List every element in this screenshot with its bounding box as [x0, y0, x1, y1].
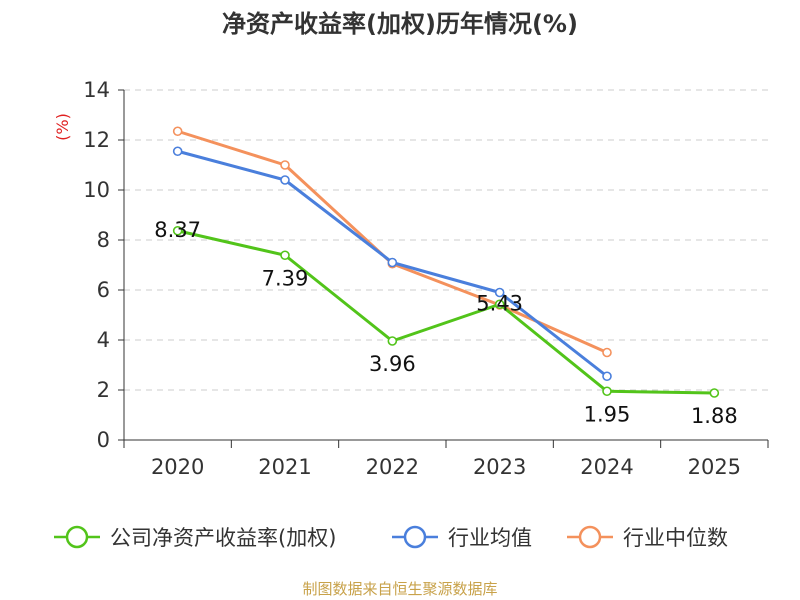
data-point[interactable]	[387, 257, 398, 268]
data-label: 1.88	[691, 404, 738, 428]
legend-swatch-marker	[65, 525, 89, 549]
data-point[interactable]	[172, 225, 183, 236]
data-labels: 8.37 7.39 3.96 5.43 1.95 1.88	[154, 218, 737, 428]
data-point[interactable]	[172, 126, 183, 137]
data-point[interactable]	[494, 287, 505, 298]
legend-label[interactable]: 公司净资产收益率(加权)	[110, 526, 336, 550]
axes: 0 2 4 6 8 10 12 14 2020 2021 2022 2023 2024 2025	[83, 78, 769, 479]
y-tick-label: 10	[83, 178, 110, 202]
data-point[interactable]	[709, 388, 720, 398]
data-label: 1.95	[584, 402, 631, 426]
x-tick-label: 2023	[473, 455, 526, 479]
legend-swatch-marker	[578, 525, 602, 549]
series-line-2	[177, 129, 608, 354]
gridlines	[124, 89, 768, 391]
data-point[interactable]	[494, 299, 505, 310]
data-point[interactable]	[172, 146, 183, 157]
y-tick-label: 4	[97, 328, 110, 352]
y-axis-unit: (%)	[53, 113, 72, 141]
data-point[interactable]	[280, 175, 290, 185]
data-label: 3.96	[369, 352, 416, 376]
data-point[interactable]	[602, 386, 612, 397]
y-tick-label: 14	[83, 78, 110, 102]
y-tick-label: 2	[97, 378, 110, 402]
data-label: 5.43	[476, 291, 523, 315]
legend-swatch-marker	[403, 525, 427, 549]
data-source-note: 制图数据来自恒生聚源数据库	[302, 580, 497, 598]
legend: 公司净资产收益率(加权) 行业均值 行业中位数	[54, 525, 728, 550]
chart-title: 净资产收益率(加权)历年情况(%)	[222, 10, 578, 38]
x-tick-label: 2020	[151, 455, 204, 479]
legend-label[interactable]: 行业均值	[448, 526, 532, 550]
data-point[interactable]	[602, 371, 612, 382]
x-tick-label: 2025	[688, 455, 741, 479]
data-point[interactable]	[280, 250, 290, 261]
x-tick-label: 2021	[258, 455, 311, 479]
data-point[interactable]	[602, 347, 612, 358]
y-tick-label: 8	[97, 228, 110, 252]
y-tick-label: 12	[83, 128, 110, 152]
y-tick-label: 6	[97, 278, 110, 302]
y-tick-label: 0	[97, 428, 110, 452]
series-lines	[172, 126, 720, 398]
legend-label[interactable]: 行业中位数	[623, 526, 728, 550]
x-tick-label: 2022	[366, 455, 419, 479]
data-point[interactable]	[280, 160, 290, 170]
x-tick-label: 2024	[580, 455, 633, 479]
series-line-0	[177, 229, 715, 395]
data-label: 7.39	[262, 266, 309, 290]
data-point[interactable]	[387, 336, 398, 346]
data-label: 8.37	[154, 218, 201, 242]
